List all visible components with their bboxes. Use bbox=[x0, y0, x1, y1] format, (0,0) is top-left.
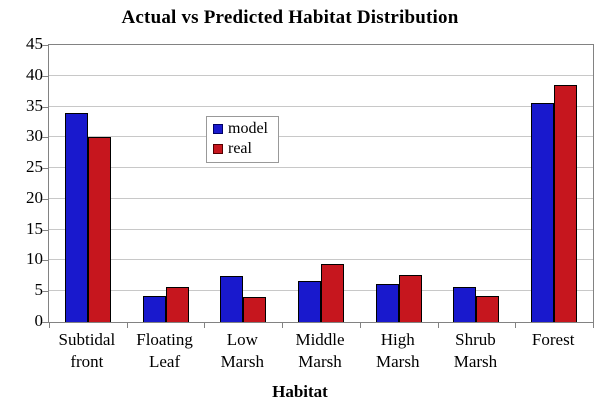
x-category-label-low-marsh: Low Marsh bbox=[220, 330, 265, 371]
x-axis-tick bbox=[282, 323, 284, 328]
bar-model-forest bbox=[531, 103, 555, 322]
bar-model-middle-marsh bbox=[298, 280, 322, 322]
gridline-25 bbox=[49, 167, 593, 169]
x-axis-tick bbox=[359, 323, 361, 328]
y-tick-label-5: 5 bbox=[34, 280, 44, 300]
y-tick-label-15: 15 bbox=[26, 218, 43, 238]
legend-swatch-model bbox=[213, 124, 223, 134]
gridline-10 bbox=[49, 259, 593, 261]
y-tick-label-40: 40 bbox=[26, 64, 43, 84]
legend-label-model: model bbox=[228, 120, 268, 137]
bar-group-high-marsh bbox=[360, 45, 438, 322]
bar-group-middle-marsh bbox=[282, 45, 360, 322]
x-axis-tick bbox=[437, 323, 439, 328]
bar-real-floating-leaf bbox=[165, 286, 189, 322]
x-axis-title: Habitat bbox=[272, 382, 328, 401]
gridline-40 bbox=[49, 74, 593, 76]
y-tick-label-45: 45 bbox=[26, 34, 43, 53]
legend-swatch-real bbox=[213, 144, 223, 154]
x-axis-tick bbox=[593, 323, 594, 328]
y-axis-tick bbox=[42, 322, 48, 323]
bar-model-subtidal-front bbox=[64, 112, 88, 322]
x-category-label-forest: Forest bbox=[531, 330, 575, 349]
y-axis-tick bbox=[42, 75, 48, 77]
x-category-labels: Subtidal front Floating Leaf Low Marsh Midd… bbox=[48, 329, 592, 373]
legend: model real bbox=[206, 116, 279, 163]
bar-group-low-marsh bbox=[204, 45, 282, 322]
x-axis-tick bbox=[515, 323, 517, 328]
bar-real-shrub-marsh bbox=[476, 295, 500, 322]
y-tick-label-30: 30 bbox=[26, 126, 43, 146]
bar-model-high-marsh bbox=[375, 283, 399, 322]
x-category-label-high-marsh: High Marsh bbox=[376, 330, 420, 371]
bar-real-subtidal-front bbox=[87, 137, 111, 322]
bar-group-shrub-marsh bbox=[438, 45, 516, 322]
bars-layer bbox=[49, 45, 593, 322]
plot-area bbox=[42, 44, 594, 328]
bar-model-low-marsh bbox=[220, 276, 244, 322]
y-tick-label-25: 25 bbox=[26, 157, 43, 177]
y-axis-tick bbox=[42, 45, 48, 46]
bar-real-middle-marsh bbox=[321, 264, 345, 322]
bar-real-high-marsh bbox=[398, 274, 422, 322]
y-axis: 0 5 10 15 20 25 30 35 40 45 bbox=[0, 35, 44, 330]
y-tick-label-10: 10 bbox=[26, 249, 43, 269]
bar-group-subtidal-front bbox=[49, 45, 127, 322]
y-axis-tick bbox=[42, 168, 48, 170]
y-tick-label-20: 20 bbox=[26, 187, 43, 207]
chart-title: Actual vs Predicted Habitat Distribution bbox=[121, 7, 459, 28]
x-category-label-middle-marsh: Middle Marsh bbox=[295, 330, 345, 371]
y-axis-tick bbox=[42, 137, 48, 139]
legend-entry-model: model bbox=[213, 119, 268, 139]
y-axis-tick bbox=[42, 106, 48, 108]
y-tick-label-35: 35 bbox=[26, 95, 43, 115]
bar-model-floating-leaf bbox=[142, 296, 166, 322]
gridline-20 bbox=[49, 197, 593, 199]
y-tick-label-0: 0 bbox=[34, 311, 44, 330]
gridline-35 bbox=[49, 105, 593, 107]
legend-label-real: real bbox=[228, 140, 252, 157]
bar-group-floating-leaf bbox=[127, 45, 205, 322]
bar-model-shrub-marsh bbox=[453, 286, 477, 322]
y-axis-tick bbox=[42, 291, 48, 293]
legend-entry-real: real bbox=[213, 139, 268, 159]
x-category-label-floating-leaf: Floating Leaf bbox=[136, 330, 193, 371]
bar-group-forest bbox=[515, 45, 593, 322]
x-category-label-subtidal-front: Subtidal front bbox=[58, 330, 116, 371]
bar-real-low-marsh bbox=[243, 296, 267, 322]
gridline-30 bbox=[49, 136, 593, 138]
x-axis-tick bbox=[49, 323, 50, 328]
x-axis-tick bbox=[204, 323, 206, 328]
gridline-15 bbox=[49, 228, 593, 230]
x-category-label-shrub-marsh: Shrub Marsh bbox=[453, 330, 498, 371]
y-axis-tick bbox=[42, 198, 48, 200]
y-axis-tick bbox=[42, 260, 48, 262]
x-axis-tick bbox=[126, 323, 128, 328]
y-axis-tick bbox=[42, 229, 48, 231]
bar-real-forest bbox=[554, 85, 578, 322]
